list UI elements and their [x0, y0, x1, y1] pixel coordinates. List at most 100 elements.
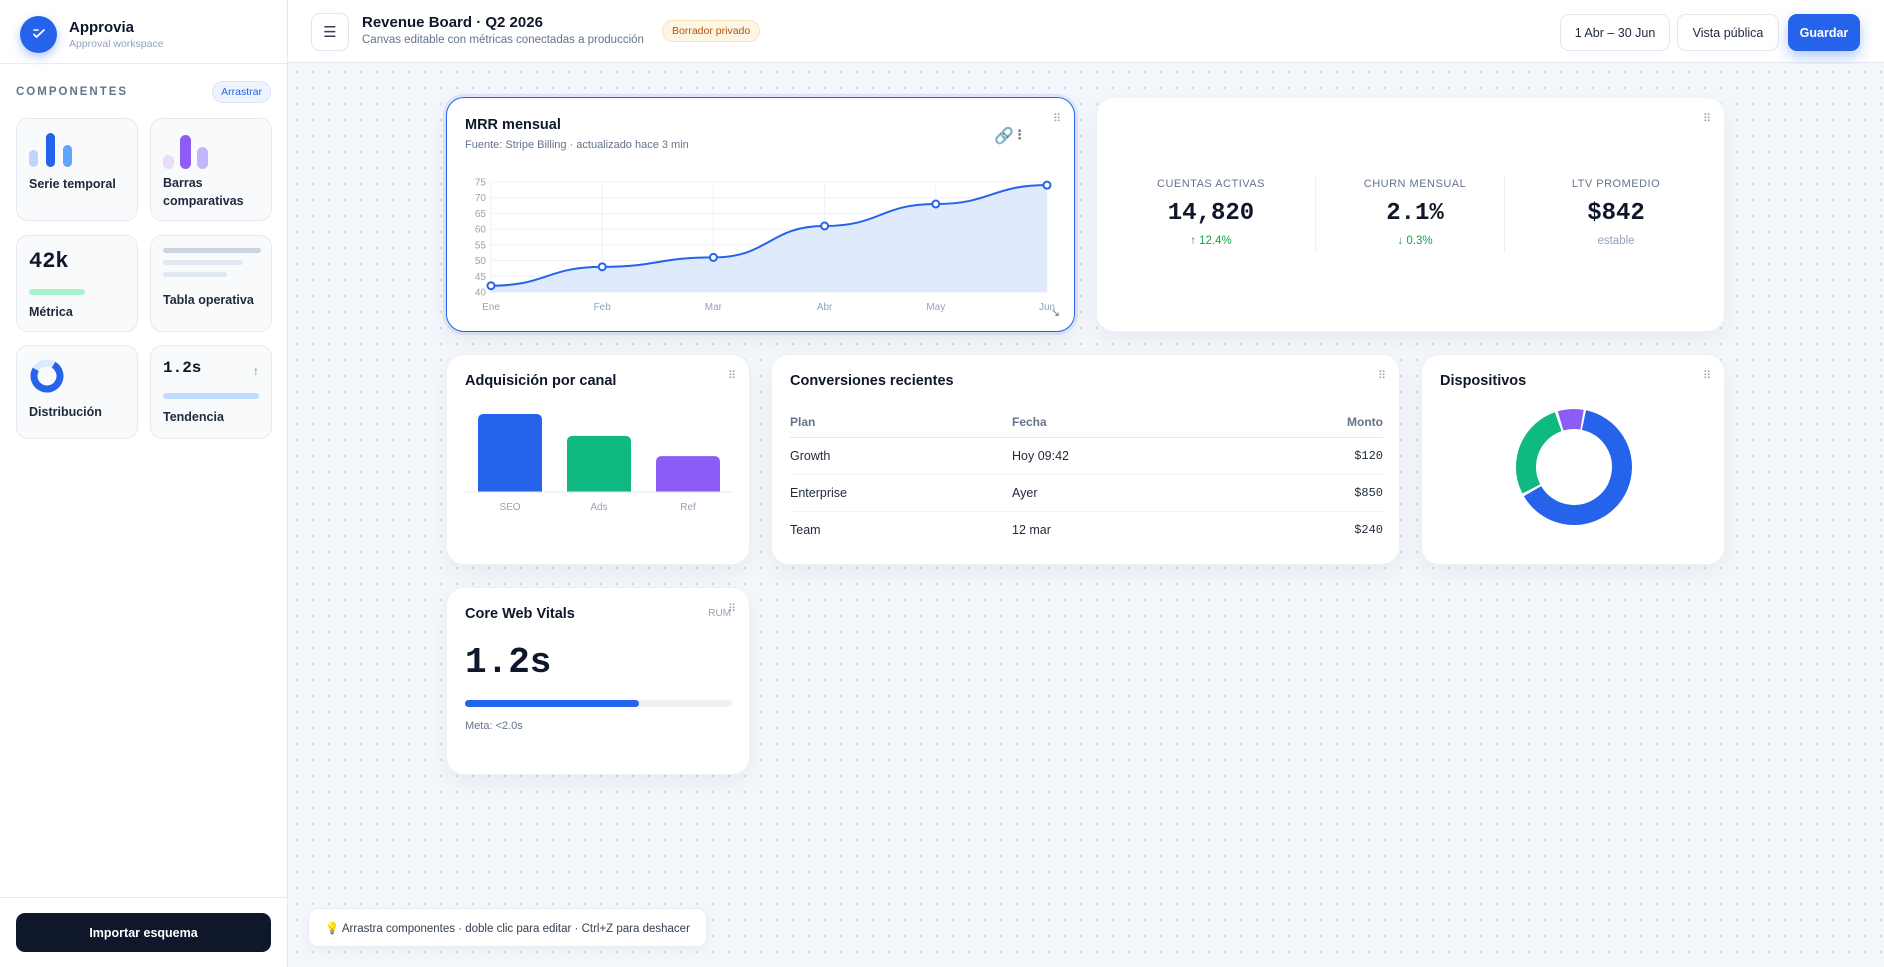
- mrr-data-point: [486, 281, 496, 291]
- drag-handle-icon[interactable]: ⠿: [727, 370, 736, 382]
- kpi-value: $842: [1587, 200, 1645, 227]
- sidebar: Approvia Approval workspace COMPONENTES …: [0, 0, 288, 967]
- kpi-label: CUENTAS ACTIVAS: [1157, 178, 1265, 190]
- x-tick-label: Jun: [1039, 302, 1055, 313]
- y-tick-label: 45: [475, 272, 487, 283]
- brand[interactable]: Approvia Approval workspace: [20, 14, 164, 54]
- tip-bar: 💡 Arrastra componentes · doble clic para…: [308, 908, 707, 947]
- devices-card[interactable]: Dispositivos ⠿: [1421, 354, 1725, 565]
- kpi-divider: [1504, 176, 1505, 252]
- tile-label: Tabla operativa: [163, 293, 254, 307]
- table-cell: 12 mar: [1012, 522, 1051, 537]
- x-tick-label: Feb: [594, 302, 612, 313]
- mrr-card[interactable]: MRR mensual Fuente: Stripe Billing · act…: [446, 97, 1075, 332]
- y-tick-label: 55: [475, 240, 487, 251]
- import-schema-button[interactable]: Importar esquema: [16, 913, 271, 952]
- table-cell: Growth: [790, 437, 1012, 475]
- dashboard-canvas[interactable]: MRR mensual Fuente: Stripe Billing · act…: [289, 64, 1884, 967]
- table-cell: $120: [1239, 437, 1383, 475]
- components-title: COMPONENTES: [16, 86, 129, 98]
- y-tick-label: 75: [475, 178, 487, 189]
- kpi-card[interactable]: ⠿ CUENTAS ACTIVAS 14,820 ↑ 12.4% CHURN M…: [1096, 97, 1725, 332]
- mrr-chart: 40 45 50 55 60 65 70 75 Ene Feb Mar Abr May Jun: [475, 178, 1055, 314]
- tile-label: Tendencia: [163, 410, 224, 424]
- column-header[interactable]: Fecha: [1012, 407, 1240, 438]
- acquisition-title: Adquisición por canal: [465, 373, 617, 389]
- component-tile-metric[interactable]: 42k Métrica: [16, 235, 138, 332]
- brand-name: Approvia: [69, 18, 135, 36]
- drag-handle-icon[interactable]: ⠿: [1377, 370, 1386, 382]
- vitals-goal: Meta: <2.0s: [465, 720, 523, 732]
- conversions-title: Conversiones recientes: [790, 373, 954, 389]
- x-tick-label: Ene: [482, 302, 500, 313]
- donut-slice-1: [1516, 409, 1632, 525]
- table-row[interactable]: Enterprise Ayer $850: [790, 474, 1383, 512]
- board-title: Revenue Board · Q2 2026: [362, 14, 543, 31]
- bar-category-label: Ref: [680, 502, 696, 513]
- table-header-row: Plan Fecha Monto: [790, 407, 1383, 438]
- column-header[interactable]: Monto: [1239, 407, 1383, 438]
- mrr-title: MRR mensual: [465, 117, 561, 133]
- drag-handle-icon[interactable]: ⠿: [1702, 370, 1711, 382]
- y-tick-label: 70: [475, 193, 487, 204]
- x-tick-label: Mar: [705, 302, 723, 313]
- bar-ads: [567, 435, 631, 492]
- y-tick-label: 50: [475, 256, 487, 267]
- bar-category-label: Ads: [590, 502, 607, 513]
- mrr-area: [491, 185, 1047, 292]
- hamburger-icon: ☰: [323, 24, 337, 41]
- column-header[interactable]: Plan: [790, 407, 1012, 438]
- metric-sample-value: 42k: [29, 249, 69, 274]
- x-tick-label: Abr: [817, 302, 833, 313]
- tile-label: Distribución: [29, 405, 102, 419]
- mrr-data-point: [931, 199, 941, 209]
- drag-handle-icon[interactable]: ⠿: [727, 603, 736, 615]
- mrr-data-point: [597, 262, 607, 272]
- table-row[interactable]: Growth Hoy 09:42 $120: [790, 437, 1383, 475]
- drag-handle-icon[interactable]: ⠿: [1702, 113, 1711, 125]
- time-series-icon: [29, 133, 72, 167]
- table-icon: [163, 248, 261, 277]
- drag-handle-icon[interactable]: ⠿: [1052, 113, 1061, 125]
- trend-sample-value: 1.2s: [163, 359, 202, 377]
- date-range-button[interactable]: 1 Abr – 30 Jun: [1560, 14, 1670, 51]
- board-subtitle: Canvas editable con métricas conectadas …: [362, 34, 644, 46]
- component-tile-table[interactable]: Tabla operativa: [150, 235, 272, 332]
- x-tick-label: May: [926, 302, 945, 313]
- kpi-label: CHURN MENSUAL: [1363, 178, 1467, 190]
- component-tile-distribution[interactable]: Distribución: [16, 345, 138, 439]
- vitals-title: Core Web Vitals: [465, 606, 575, 622]
- more-options-icon[interactable]: ⋮: [1013, 127, 1026, 142]
- table-cell: Ayer: [1012, 474, 1240, 512]
- kpi-delta: ↓ 0.3%: [1397, 235, 1433, 247]
- table-cell: $850: [1239, 474, 1383, 512]
- kpi-active-accounts: CUENTAS ACTIVAS 14,820 ↑ 12.4%: [1111, 178, 1311, 247]
- conversions-table: Plan Fecha Monto Growth Hoy 09:42 $120 E…: [790, 407, 1383, 548]
- drag-pill[interactable]: Arrastrar: [212, 81, 271, 103]
- table-row[interactable]: Team 12 mar $240: [790, 511, 1383, 548]
- component-tile-time-series[interactable]: Serie temporal: [16, 118, 138, 221]
- kpi-churn: CHURN MENSUAL 2.1% ↓ 0.3%: [1315, 178, 1515, 247]
- table-cell: Hoy 09:42: [1012, 437, 1240, 475]
- menu-button[interactable]: ☰: [311, 13, 349, 51]
- vitals-progress-fill: [465, 700, 639, 707]
- public-view-button[interactable]: Vista pública: [1677, 14, 1779, 51]
- bar-category-label: SEO: [499, 502, 520, 513]
- vitals-card[interactable]: Core Web Vitals RUM ⠿ 1.2s Meta: <2.0s: [446, 587, 750, 775]
- save-button[interactable]: Guardar: [1788, 14, 1860, 51]
- tile-label: Serie temporal: [29, 177, 116, 191]
- component-tile-trend[interactable]: 1.2s ↑ Tendencia: [150, 345, 272, 439]
- resize-handle-icon[interactable]: ↘: [1050, 307, 1060, 319]
- mrr-data-point: [708, 252, 718, 262]
- component-tile-bars[interactable]: Barras comparativas: [150, 118, 272, 221]
- acquisition-chart: SEO Ads Ref: [465, 414, 733, 513]
- y-tick-label: 40: [475, 288, 487, 299]
- y-tick-label: 60: [475, 225, 487, 236]
- brand-logo-icon: [20, 15, 57, 53]
- bar-ref: [656, 456, 720, 492]
- acquisition-card[interactable]: Adquisición por canal ⠿ SEO Ads Ref: [446, 354, 750, 565]
- conversions-card[interactable]: Conversiones recientes ⠿ Plan Fecha Mont…: [771, 354, 1400, 565]
- bars-icon: [163, 135, 208, 169]
- trend-up-icon: ↑: [253, 364, 259, 378]
- link-icon[interactable]: 🔗: [994, 128, 1014, 145]
